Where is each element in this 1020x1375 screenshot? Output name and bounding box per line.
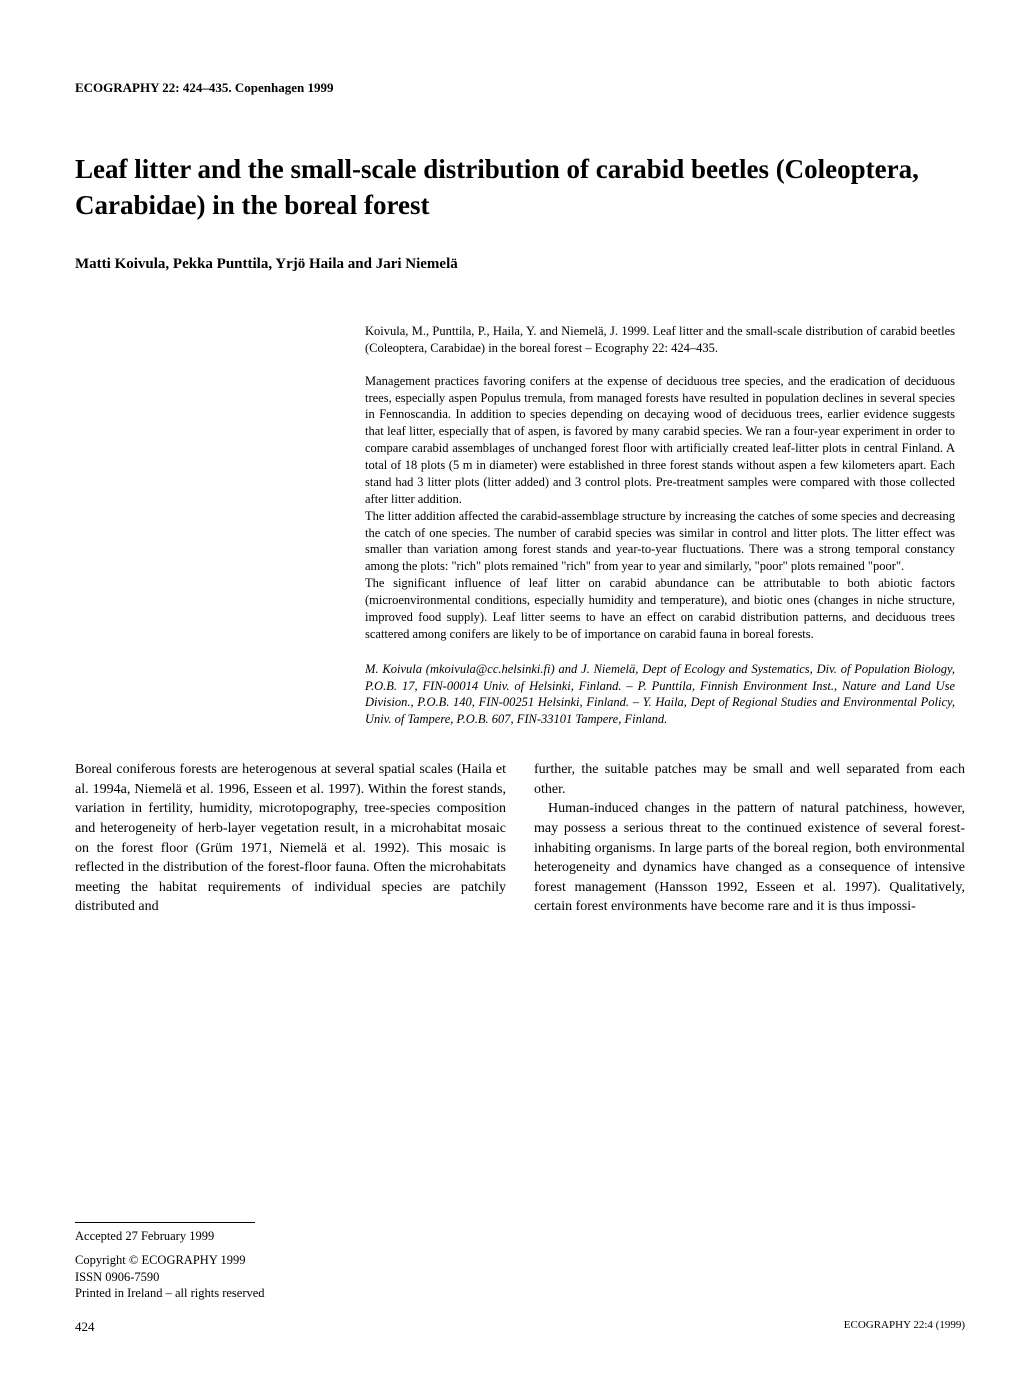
journal-footer-ref: ECOGRAPHY 22:4 (1999): [844, 1319, 965, 1335]
body-column-left: Boreal coniferous forests are heterogeno…: [75, 760, 506, 917]
journal-header-reference: ECOGRAPHY 22: 424–435. Copenhagen 1999: [75, 80, 965, 96]
page-footer: Accepted 27 February 1999 Copyright © EC…: [75, 1222, 965, 1335]
body-paragraph: Human-induced changes in the pattern of …: [534, 799, 965, 917]
body-paragraph: further, the suitable patches may be sma…: [534, 760, 965, 799]
abstract-block: Koivula, M., Punttila, P., Haila, Y. and…: [365, 323, 955, 728]
copyright-line: Copyright © ECOGRAPHY 1999: [75, 1252, 965, 1268]
printed-line: Printed in Ireland – all rights reserved: [75, 1285, 965, 1301]
author-affiliations: M. Koivula (mkoivula@cc.helsinki.fi) and…: [365, 661, 955, 729]
body-text-columns: Boreal coniferous forests are heterogeno…: [75, 760, 965, 917]
abstract-conclusion: The significant influence of leaf litter…: [365, 575, 955, 643]
footer-rule: [75, 1222, 255, 1223]
copyright-block: Copyright © ECOGRAPHY 1999 ISSN 0906-759…: [75, 1252, 965, 1301]
page-bottom-row: 424 ECOGRAPHY 22:4 (1999): [75, 1319, 965, 1335]
issn-line: ISSN 0906-7590: [75, 1269, 965, 1285]
authors-line: Matti Koivula, Pekka Punttila, Yrjö Hail…: [75, 256, 965, 273]
abstract-methods: Management practices favoring conifers a…: [365, 373, 955, 508]
abstract-citation: Koivula, M., Punttila, P., Haila, Y. and…: [365, 323, 955, 357]
accepted-date: Accepted 27 February 1999: [75, 1229, 965, 1244]
body-paragraph: Boreal coniferous forests are heterogeno…: [75, 760, 506, 917]
abstract-results: The litter addition affected the carabid…: [365, 508, 955, 576]
article-title: Leaf litter and the small-scale distribu…: [75, 151, 965, 224]
body-column-right: further, the suitable patches may be sma…: [534, 760, 965, 917]
page-number: 424: [75, 1319, 95, 1335]
